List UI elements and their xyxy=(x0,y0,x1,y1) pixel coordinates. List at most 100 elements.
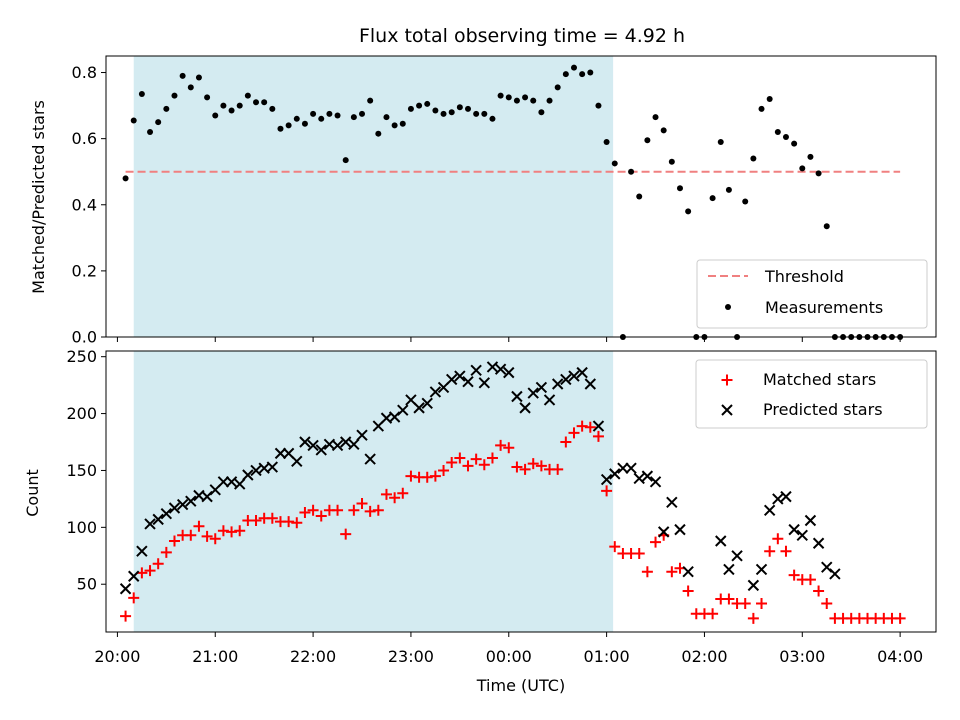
predicted-star-point xyxy=(144,518,156,530)
predicted-star-point xyxy=(364,453,376,465)
predicted-star-point xyxy=(299,436,311,448)
matched-star-point xyxy=(576,420,588,432)
matched-star-point xyxy=(348,504,360,516)
matched-star-point xyxy=(486,452,498,464)
bottom-x-tick-label: 03:00 xyxy=(779,647,825,666)
measurement-point xyxy=(807,153,814,160)
predicted-star-point xyxy=(715,535,727,547)
measurement-point xyxy=(367,97,374,104)
measurement-point xyxy=(342,157,349,164)
predicted-star-point xyxy=(356,429,368,441)
bottom-y-tick-label: 200 xyxy=(66,404,97,423)
measurement-point xyxy=(546,97,553,104)
predicted-star-point xyxy=(478,377,491,389)
matched-star-point xyxy=(552,463,564,475)
predicted-star-point xyxy=(503,366,515,379)
predicted-star-point xyxy=(600,473,613,486)
measurement-point xyxy=(261,99,268,106)
matched-star-point xyxy=(519,463,531,475)
matched-star-point xyxy=(299,507,311,519)
matched-star-point xyxy=(332,504,344,516)
predicted-star-point xyxy=(772,493,784,505)
matched-star-point xyxy=(250,515,262,527)
predicted-star-point xyxy=(274,447,287,460)
predicted-star-point xyxy=(747,579,760,592)
measurement-point xyxy=(147,129,154,136)
measurement-point xyxy=(799,165,806,172)
predicted-star-point xyxy=(609,468,621,480)
measurement-point xyxy=(448,109,455,116)
matched-star-point xyxy=(356,497,368,509)
measurement-point xyxy=(570,64,577,71)
predicted-star-point xyxy=(829,568,841,580)
measurement-point xyxy=(350,114,357,121)
matched-star-point xyxy=(641,566,653,578)
measurement-point xyxy=(709,195,716,202)
predicted-star-point xyxy=(576,366,588,379)
bottom-shaded-region xyxy=(133,351,614,632)
predicted-star-point xyxy=(160,507,173,520)
top-legend: Threshold Measurements xyxy=(696,259,928,329)
top-y-tick-label: 0.6 xyxy=(72,129,97,148)
predicted-star-point xyxy=(242,469,254,481)
predicted-star-point xyxy=(592,420,605,432)
matched-star-point xyxy=(185,529,197,541)
predicted-star-point xyxy=(152,513,164,526)
matched-star-point xyxy=(592,430,604,442)
bottom-panel: 50 100 150 200 250 20:00 21:00 22:00 23:00 00:00 0… xyxy=(66,347,937,666)
predicted-star-point xyxy=(796,529,808,542)
measurement-point xyxy=(554,84,561,91)
measurement-point xyxy=(171,92,178,99)
predicted-star-point xyxy=(560,373,572,386)
predicted-star-point xyxy=(234,478,246,490)
predicted-star-point xyxy=(315,444,327,456)
predicted-star-point xyxy=(551,378,564,390)
measurement-point xyxy=(220,102,227,109)
matched-star-point xyxy=(739,598,751,610)
bottom-y-tick-label: 50 xyxy=(77,575,97,594)
predicted-star-point xyxy=(731,550,743,562)
predicted-star-point xyxy=(291,455,303,468)
matched-star-point xyxy=(397,487,409,499)
measurement-point xyxy=(228,107,235,114)
bottom-x-tick-label: 23:00 xyxy=(388,647,434,666)
bottom-x-tick-label: 04:00 xyxy=(877,647,923,666)
matched-star-point xyxy=(666,566,678,578)
measurement-point xyxy=(725,186,732,193)
matched-star-point xyxy=(894,612,906,624)
matched-star-point xyxy=(283,516,295,528)
bottom-y-axis-label: Count xyxy=(23,469,42,517)
predicted-star-point xyxy=(168,502,181,514)
measurement-point xyxy=(603,138,610,145)
measurement-point xyxy=(375,130,382,137)
top-panel: 0.0 0.2 0.4 0.6 0.8 Threshold Measurements xyxy=(72,55,937,347)
bottom-x-tick-label: 01:00 xyxy=(584,647,630,666)
measurement-point xyxy=(742,198,749,205)
matched-star-point xyxy=(226,526,238,538)
bottom-x-tick-label: 02:00 xyxy=(681,647,727,666)
top-y-tick-label: 0.2 xyxy=(72,261,97,280)
predicted-star-point xyxy=(649,476,662,488)
matched-star-point xyxy=(193,520,205,532)
predicted-star-point xyxy=(397,404,409,416)
measurement-point xyxy=(505,94,512,101)
measurement-point xyxy=(636,193,643,200)
measurement-point xyxy=(391,122,398,129)
measurement-point xyxy=(440,110,447,117)
predicted-star-point xyxy=(266,461,279,473)
matched-star-point xyxy=(217,525,229,537)
predicted-star-point xyxy=(462,376,474,388)
measurement-point xyxy=(130,117,137,124)
matched-star-point xyxy=(682,585,694,597)
bottom-y-tick-label: 100 xyxy=(66,518,97,537)
measurement-point xyxy=(750,155,757,162)
matched-star-point xyxy=(234,525,246,537)
matched-star-point xyxy=(813,585,825,597)
measurement-point xyxy=(285,122,292,129)
measurement-point xyxy=(383,114,390,121)
matched-star-point xyxy=(144,565,156,577)
measurement-point xyxy=(562,71,569,78)
measurement-point xyxy=(668,158,675,165)
predicted-star-point xyxy=(682,565,694,578)
